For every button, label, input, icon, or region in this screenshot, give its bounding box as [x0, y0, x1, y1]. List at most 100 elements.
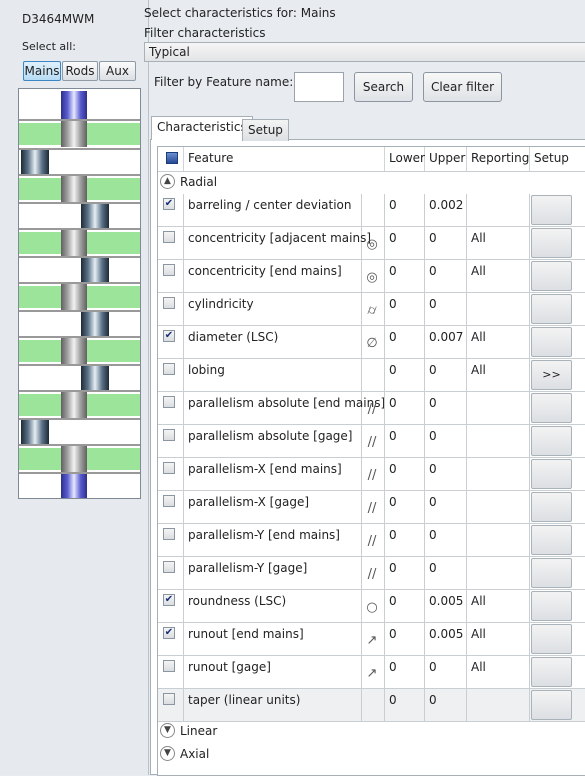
upper-value[interactable]: 0	[429, 660, 437, 674]
tab-characteristics[interactable]: Characteristics	[151, 116, 253, 140]
group-linear[interactable]: ▼ Linear	[158, 721, 585, 743]
crankshaft-diagram[interactable]	[18, 88, 141, 499]
upper-value[interactable]: 0	[429, 429, 437, 443]
row-checkbox[interactable]	[163, 429, 175, 441]
row-checkbox[interactable]	[163, 462, 175, 474]
lower-value[interactable]: 0	[389, 693, 397, 707]
upper-value[interactable]: 0	[429, 396, 437, 410]
lower-value[interactable]: 0	[389, 396, 397, 410]
chevron-up-icon[interactable]: ▲	[160, 174, 175, 189]
reporting-column-header[interactable]: Reporting	[467, 147, 530, 171]
setup-button[interactable]	[531, 195, 572, 225]
select-all-checkbox[interactable]	[166, 152, 178, 164]
upper-value[interactable]: 0.005	[429, 594, 464, 608]
setup-column-header[interactable]: Setup	[530, 147, 585, 171]
lower-value[interactable]: 0	[389, 462, 397, 476]
lower-value[interactable]: 0	[389, 264, 397, 278]
table-row[interactable]: concentricity [adjacent mains] ◎ 0 0 All	[158, 227, 585, 260]
row-checkbox[interactable]	[163, 396, 175, 408]
row-checkbox[interactable]	[163, 528, 175, 540]
table-row[interactable]: cylindricity ⌭ 0 0	[158, 293, 585, 326]
table-row[interactable]: ✔ barreling / center deviation 0 0.002	[158, 194, 585, 227]
table-row[interactable]: ✔ roundness (LSC) ○ 0 0.005 All	[158, 590, 585, 623]
setup-button[interactable]	[531, 426, 572, 456]
lower-value[interactable]: 0	[389, 495, 397, 509]
upper-value[interactable]: 0	[429, 528, 437, 542]
upper-value[interactable]: 0	[429, 561, 437, 575]
setup-button[interactable]	[531, 525, 572, 555]
upper-value[interactable]: 0	[429, 462, 437, 476]
filter-characteristics-dropdown[interactable]: Typical	[144, 42, 585, 62]
upper-value[interactable]: 0.005	[429, 627, 464, 641]
row-checkbox[interactable]: ✔	[163, 594, 175, 606]
rods-toggle-button[interactable]: Rods	[62, 61, 98, 81]
upper-value[interactable]: 0.002	[429, 198, 464, 212]
row-checkbox[interactable]	[163, 693, 175, 705]
lower-value[interactable]: 0	[389, 660, 397, 674]
lower-value[interactable]: 0	[389, 330, 397, 344]
table-row[interactable]: parallelism-Y [gage] // 0 0	[158, 557, 585, 590]
reporting-value[interactable]: All	[471, 660, 486, 674]
setup-button[interactable]	[531, 393, 572, 423]
upper-value[interactable]: 0.007	[429, 330, 464, 344]
table-row[interactable]: parallelism-X [gage] // 0 0	[158, 491, 585, 524]
table-row[interactable]: concentricity [end mains] ◎ 0 0 All	[158, 260, 585, 293]
row-checkbox[interactable]	[163, 561, 175, 573]
table-row[interactable]: taper (linear units) 0 0	[158, 689, 585, 722]
chevron-down-icon[interactable]: ▼	[160, 723, 175, 738]
table-row[interactable]: runout [gage] ↗ 0 0 All	[158, 656, 585, 689]
row-checkbox[interactable]	[163, 297, 175, 309]
row-checkbox[interactable]: ✔	[163, 627, 175, 639]
row-checkbox[interactable]	[163, 264, 175, 276]
row-checkbox[interactable]: ✔	[163, 198, 175, 210]
reporting-value[interactable]: All	[471, 627, 486, 641]
setup-button[interactable]	[531, 228, 572, 258]
row-checkbox[interactable]	[163, 231, 175, 243]
upper-value[interactable]: 0	[429, 231, 437, 245]
row-checkbox[interactable]	[163, 495, 175, 507]
setup-button[interactable]	[531, 591, 572, 621]
reporting-value[interactable]: All	[471, 363, 486, 377]
upper-value[interactable]: 0	[429, 495, 437, 509]
search-button[interactable]: Search	[354, 72, 413, 102]
mains-toggle-button[interactable]: Mains	[23, 61, 61, 81]
setup-button[interactable]	[531, 558, 572, 588]
table-row[interactable]: parallelism absolute [end mains]// 0 0	[158, 392, 585, 425]
lower-value[interactable]: 0	[389, 561, 397, 575]
lower-value[interactable]: 0	[389, 627, 397, 641]
group-radial[interactable]: ▲ Radial	[158, 172, 585, 194]
upper-value[interactable]: 0	[429, 297, 437, 311]
reporting-value[interactable]: All	[471, 231, 486, 245]
aux-toggle-button[interactable]: Aux	[99, 61, 136, 81]
lower-value[interactable]: 0	[389, 528, 397, 542]
setup-button[interactable]	[531, 459, 572, 489]
table-row[interactable]: parallelism-X [end mains] // 0 0	[158, 458, 585, 491]
setup-button[interactable]	[531, 261, 572, 291]
upper-value[interactable]: 0	[429, 363, 437, 377]
setup-button[interactable]	[531, 294, 572, 324]
setup-button[interactable]	[531, 327, 572, 357]
setup-button[interactable]	[531, 690, 572, 720]
setup-button[interactable]	[531, 624, 572, 654]
table-row[interactable]: ✔ diameter (LSC) ∅ 0 0.007 All	[158, 326, 585, 359]
row-checkbox[interactable]	[163, 363, 175, 375]
table-row[interactable]: parallelism-Y [end mains] // 0 0	[158, 524, 585, 557]
feature-column-header[interactable]: Feature	[184, 147, 385, 171]
lower-value[interactable]: 0	[389, 198, 397, 212]
lower-column-header[interactable]: Lower	[385, 147, 425, 171]
table-row[interactable]: parallelism absolute [gage] // 0 0	[158, 425, 585, 458]
feature-name-input[interactable]	[294, 72, 344, 102]
setup-button[interactable]	[531, 657, 572, 687]
setup-button[interactable]: >>	[531, 360, 572, 390]
chevron-down-icon[interactable]: ▼	[160, 746, 175, 761]
lower-value[interactable]: 0	[389, 363, 397, 377]
setup-button[interactable]	[531, 492, 572, 522]
group-axial[interactable]: ▼ Axial	[158, 744, 585, 766]
lower-value[interactable]: 0	[389, 297, 397, 311]
lower-value[interactable]: 0	[389, 594, 397, 608]
row-checkbox[interactable]	[163, 660, 175, 672]
table-row[interactable]: lobing 0 0 All >>	[158, 359, 585, 392]
clear-filter-button[interactable]: Clear filter	[423, 72, 502, 102]
reporting-value[interactable]: All	[471, 330, 486, 344]
table-row[interactable]: ✔ runout [end mains] ↗ 0 0.005 All	[158, 623, 585, 656]
